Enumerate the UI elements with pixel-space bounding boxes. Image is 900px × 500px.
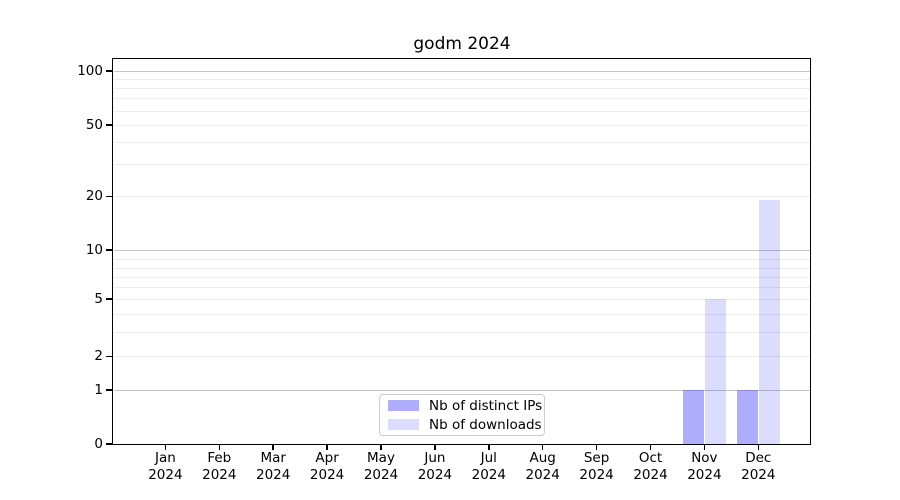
y-tick-label: 1 [94,381,103,398]
y-tick-mark [106,124,113,126]
x-tick-label: Dec 2024 [741,450,776,483]
x-tick-mark [380,445,382,450]
x-tick-label: Oct 2024 [633,450,668,483]
minor-gridline [114,164,810,166]
y-tick-mark [106,70,113,72]
minor-gridline [114,195,810,197]
minor-gridline [114,258,810,260]
x-tick-mark [434,445,436,450]
y-tick-label: 100 [77,62,103,79]
x-tick-label: Apr 2024 [309,450,345,483]
y-tick-mark [106,298,113,300]
x-tick-mark [326,445,328,450]
bar-downloads-dec [758,200,781,444]
major-gridline [114,249,810,251]
minor-gridline [114,267,810,269]
x-tick-label: Jan 2024 [148,450,183,483]
x-tick-label: Jun 2024 [417,450,453,483]
y-tick-mark [106,249,113,251]
y-tick-label: 50 [85,116,103,133]
x-tick-mark [541,445,544,450]
y-tick-mark [106,443,113,445]
downloads-swatch-icon [388,419,419,430]
major-gridline [114,70,810,72]
y-tick-mark [106,355,113,358]
y-tick-label: 5 [94,290,103,307]
minor-gridline [114,356,810,357]
x-tick-label: Jul 2024 [471,450,506,483]
chart-title: godm 2024 [413,34,511,54]
bar-distinct-ips-nov [682,390,705,444]
legend: Nb of distinct IPs Nb of downloads [379,394,545,436]
minor-gridline [114,141,810,143]
legend-label-downloads: Nb of downloads [429,416,542,433]
minor-gridline [114,110,810,112]
minor-gridline [114,287,810,289]
legend-row-downloads: Nb of downloads [388,418,542,432]
x-tick-mark [703,445,706,450]
legend-label-distinct-ips: Nb of distinct IPs [429,397,543,414]
bar-distinct-ips-dec [736,390,759,444]
x-tick-label: Nov 2024 [687,450,722,483]
major-gridline [114,389,810,391]
x-tick-label: May 2024 [363,450,399,483]
legend-row-distinct-ips: Nb of distinct IPs [388,399,542,413]
minor-gridline [114,124,810,126]
y-tick-label: 20 [85,187,103,204]
y-tick-label: 10 [85,241,103,258]
minor-gridline [114,98,810,100]
y-tick-mark [106,195,113,198]
y-tick-label: 2 [94,348,103,364]
minor-gridline [114,78,810,80]
x-tick-mark [218,445,221,450]
y-tick-label: 0 [94,435,103,452]
minor-gridline [114,313,810,315]
minor-gridline [114,88,810,89]
minor-gridline [114,298,810,300]
y-tick-mark [106,389,113,391]
minor-gridline [114,331,810,333]
bar-downloads-nov [704,299,727,444]
x-tick-mark [488,445,490,450]
x-tick-label: Feb 2024 [202,450,237,483]
x-tick-label: Aug 2024 [525,450,560,483]
x-tick-label: Mar 2024 [256,450,291,483]
minor-gridline [114,277,810,279]
x-tick-mark [272,445,274,450]
x-tick-mark [595,445,598,450]
distinct-ips-swatch-icon [388,400,419,411]
x-tick-mark [757,445,760,450]
x-tick-mark [164,445,167,450]
x-tick-label: Sep 2024 [579,450,614,483]
x-tick-mark [649,445,652,450]
